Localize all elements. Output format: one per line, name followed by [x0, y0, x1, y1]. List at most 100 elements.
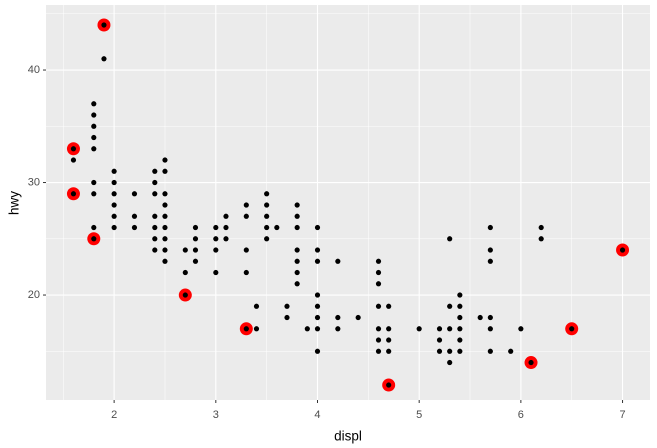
point — [192, 224, 199, 231]
point — [457, 292, 463, 298]
point — [436, 326, 443, 332]
point — [213, 269, 219, 276]
y-tick-label: 40 — [28, 64, 40, 76]
point — [487, 314, 493, 321]
point — [294, 213, 300, 219]
point — [386, 348, 392, 354]
point — [294, 247, 300, 253]
point — [243, 213, 249, 219]
point — [274, 224, 280, 231]
point — [162, 224, 168, 231]
point — [131, 224, 138, 231]
point — [436, 348, 443, 354]
point — [91, 179, 97, 186]
point — [111, 224, 117, 231]
point — [152, 191, 158, 197]
point — [447, 236, 453, 242]
point — [284, 303, 290, 309]
point — [335, 326, 341, 332]
point — [162, 157, 168, 163]
point — [91, 146, 97, 152]
point — [386, 382, 392, 388]
point — [223, 236, 229, 242]
point — [162, 191, 168, 197]
point — [457, 337, 463, 343]
point — [457, 314, 463, 321]
point — [375, 348, 382, 354]
point — [162, 213, 168, 219]
point — [518, 326, 524, 332]
point — [314, 303, 321, 309]
point — [416, 326, 422, 332]
point — [91, 112, 97, 118]
point — [477, 314, 483, 321]
point — [152, 236, 158, 242]
point — [152, 213, 158, 219]
point — [294, 281, 300, 287]
point — [386, 337, 392, 343]
point — [70, 191, 77, 197]
point — [375, 269, 382, 276]
point — [457, 303, 463, 309]
point — [152, 224, 158, 231]
point — [314, 326, 321, 332]
point — [487, 224, 493, 231]
point — [375, 303, 382, 309]
point — [314, 247, 321, 253]
x-tick-label: 7 — [619, 409, 625, 421]
point — [91, 123, 97, 129]
point — [447, 348, 453, 354]
point — [213, 247, 219, 253]
point — [182, 247, 188, 253]
point — [487, 247, 493, 253]
point — [304, 326, 310, 332]
point — [447, 359, 453, 366]
x-tick-label: 6 — [518, 409, 524, 421]
point — [264, 224, 270, 231]
point — [91, 236, 97, 242]
point — [192, 236, 199, 242]
point — [386, 303, 392, 309]
point — [223, 224, 229, 231]
point — [314, 348, 321, 354]
point — [314, 292, 321, 298]
x-tick-label: 3 — [213, 409, 219, 421]
point — [243, 247, 249, 253]
point — [253, 303, 260, 309]
point — [619, 247, 626, 253]
point — [375, 281, 382, 287]
point — [101, 22, 107, 28]
point — [91, 224, 97, 231]
point — [243, 326, 249, 332]
point — [375, 326, 382, 332]
point — [253, 326, 260, 332]
point — [294, 202, 300, 208]
point — [569, 326, 575, 332]
point — [243, 202, 249, 208]
point — [436, 337, 443, 343]
point — [111, 213, 117, 219]
point — [294, 258, 300, 264]
point — [111, 179, 117, 186]
point — [447, 326, 453, 332]
point — [91, 134, 97, 141]
point — [213, 236, 219, 242]
point — [101, 56, 107, 62]
point — [152, 168, 158, 174]
point — [447, 303, 453, 309]
point — [386, 326, 392, 332]
point — [70, 157, 77, 163]
point — [91, 101, 97, 107]
point — [182, 292, 188, 298]
point — [375, 258, 382, 264]
point — [162, 258, 168, 264]
point — [162, 236, 168, 242]
point — [192, 247, 199, 253]
point — [284, 314, 290, 321]
point — [314, 224, 321, 231]
y-tick-label: 20 — [28, 289, 40, 301]
point — [335, 258, 341, 264]
point — [162, 247, 168, 253]
point — [355, 314, 361, 321]
point — [264, 213, 270, 219]
